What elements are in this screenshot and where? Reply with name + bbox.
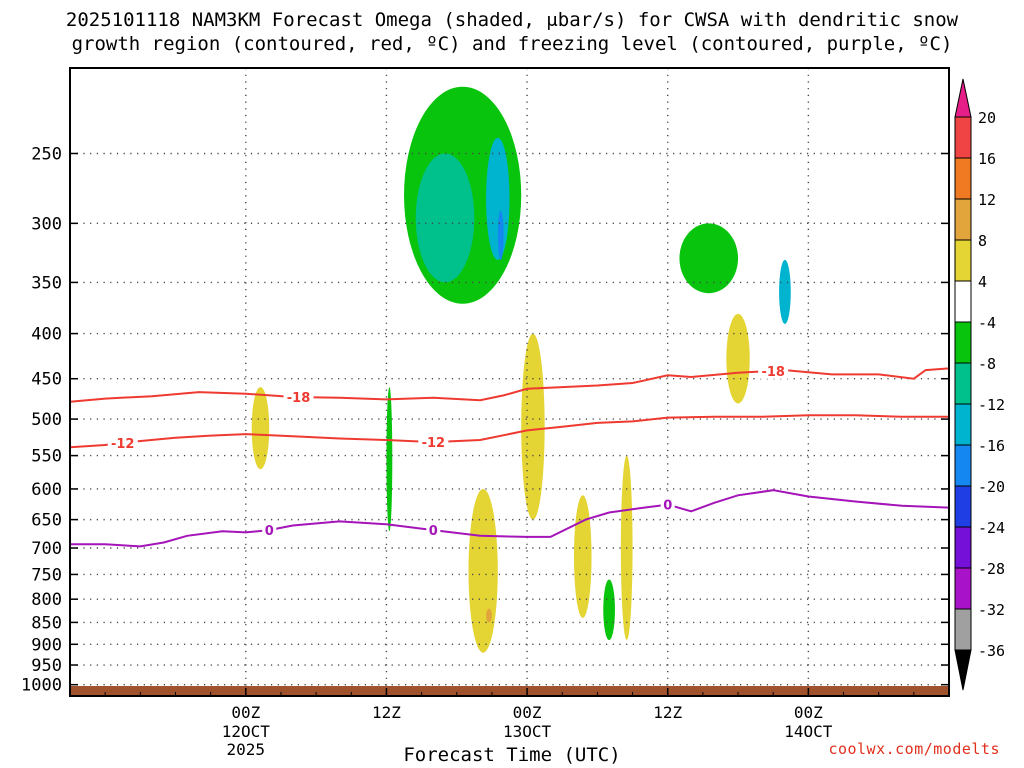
contour-label-bg <box>426 522 441 539</box>
omega-region-10 <box>251 387 270 470</box>
colorbar-box-1 <box>954 157 972 200</box>
x-tick-date: 14OCT <box>784 722 833 741</box>
omega-region-9 <box>521 333 545 520</box>
y-tick-label-700: 700 <box>31 539 62 559</box>
chart-title-line-1: 2025101118 NAM3KM Forecast Omega (shaded… <box>65 9 959 31</box>
x-axis-title: Forecast Time (UTC) <box>403 744 621 766</box>
x-tick-date: 13OCT <box>503 722 552 741</box>
omega-region-3 <box>497 210 504 260</box>
colorbar-box-0 <box>954 116 972 159</box>
y-tick-label-450: 450 <box>31 370 62 390</box>
y-tick-label-550: 550 <box>31 447 62 467</box>
colorbar-label-8: 8 <box>978 232 987 250</box>
colorbar-box-5 <box>954 321 972 364</box>
omega-region-12 <box>603 579 615 641</box>
y-tick-label-300: 300 <box>31 214 62 234</box>
contour-lines: -18 -18 -12 -12 0 0 0 <box>70 362 949 548</box>
contour-label--18: -18 <box>761 365 785 380</box>
ground-strip <box>70 686 949 696</box>
contour-label--12: -12 <box>422 436 446 451</box>
colorbar-box-10 <box>954 526 972 569</box>
contour-label-0: 0 <box>265 524 274 539</box>
x-tick-label: 00Z <box>794 703 823 722</box>
y-tick-label-650: 650 <box>31 511 62 531</box>
y-tick-label-250: 250 <box>31 144 62 164</box>
omega-region-5 <box>779 259 791 324</box>
y-tick-label-600: 600 <box>31 480 62 500</box>
colorbar-label--16: -16 <box>978 437 1005 455</box>
colorbar-label--20: -20 <box>978 478 1005 496</box>
y-tick-label-1000: 1000 <box>21 676 62 696</box>
omega-region-1 <box>415 153 475 283</box>
chart-title-line-2: growth region (contoured, red, ºC) and f… <box>71 33 953 55</box>
colorbar-box-8 <box>954 444 972 487</box>
colorbar-box-7 <box>954 403 972 446</box>
omega-region-7 <box>468 488 498 653</box>
contour-line--12 <box>70 414 949 449</box>
colorbar-box-9 <box>954 485 972 528</box>
colorbar-lower-arrow <box>954 649 972 691</box>
branding-link[interactable]: coolwx.com/modelts <box>828 740 1000 758</box>
colorbar-label-16: 16 <box>978 150 996 168</box>
colorbar-label--8: -8 <box>978 355 996 373</box>
y-tick-label-400: 400 <box>31 325 62 345</box>
colorbar-box-3 <box>954 239 972 282</box>
omega-region-2 <box>486 137 510 260</box>
colorbar-label-4: 4 <box>978 273 987 291</box>
omega-shading <box>251 86 791 653</box>
omega-region-4 <box>679 223 739 294</box>
colorbar-label--4: -4 <box>978 314 996 332</box>
contour-line--18 <box>70 367 949 403</box>
colorbar-label--32: -32 <box>978 601 1005 619</box>
omega-region-11 <box>726 313 750 404</box>
x-tick-label: 00Z <box>231 703 260 722</box>
colorbar-label--28: -28 <box>978 560 1005 578</box>
x-tick-date: 12OCT <box>222 722 271 741</box>
omega-region-8 <box>486 608 492 623</box>
contour-label-0: 0 <box>663 499 672 514</box>
omega-region-14 <box>573 495 592 618</box>
colorbar-label-12: 12 <box>978 191 996 209</box>
contour-label-bg <box>418 434 449 451</box>
contour-label-bg <box>262 522 277 539</box>
y-tick-label-500: 500 <box>31 410 62 430</box>
colorbar-box-2 <box>954 198 972 241</box>
x-tick-label: 12Z <box>372 703 401 722</box>
grid-lines <box>70 68 949 696</box>
colorbar-label--12: -12 <box>978 396 1005 414</box>
plot-frame <box>69 67 950 697</box>
colorbar-upper-arrow <box>954 78 972 118</box>
y-tick-label-750: 750 <box>31 565 62 585</box>
y-tick-label-800: 800 <box>31 590 62 610</box>
contour-label-bg <box>107 434 138 451</box>
axes: 2503003504004505005506006507007508008509… <box>21 67 950 759</box>
x-tick-year: 2025 <box>227 740 266 759</box>
contour-label-bg <box>758 362 789 379</box>
colorbar-box-12 <box>954 608 972 651</box>
x-tick-label: 12Z <box>653 703 682 722</box>
y-tick-label-950: 950 <box>31 656 62 676</box>
colorbar: 20 16 12 8 4 -4 -8 -12 -16 -20 -24 -28 -32 -36 <box>954 78 1005 691</box>
contour-label-bg <box>660 496 675 513</box>
contour-label-0: 0 <box>429 524 438 539</box>
colorbar-box-6 <box>954 362 972 405</box>
y-tick-label-900: 900 <box>31 635 62 655</box>
y-tick-label-850: 850 <box>31 613 62 633</box>
contour-label--18: -18 <box>287 391 311 406</box>
y-tick-label-350: 350 <box>31 273 62 293</box>
colorbar-box-4 <box>954 280 972 323</box>
omega-region-6 <box>386 387 393 532</box>
x-tick-label: 00Z <box>513 703 542 722</box>
colorbar-label--24: -24 <box>978 519 1005 537</box>
colorbar-label-20: 20 <box>978 109 996 127</box>
colorbar-label--36: -36 <box>978 642 1005 660</box>
contour-line-0 <box>70 489 949 548</box>
contour-label-bg <box>283 389 314 406</box>
colorbar-box-11 <box>954 567 972 610</box>
contour-label--12: -12 <box>111 437 135 452</box>
